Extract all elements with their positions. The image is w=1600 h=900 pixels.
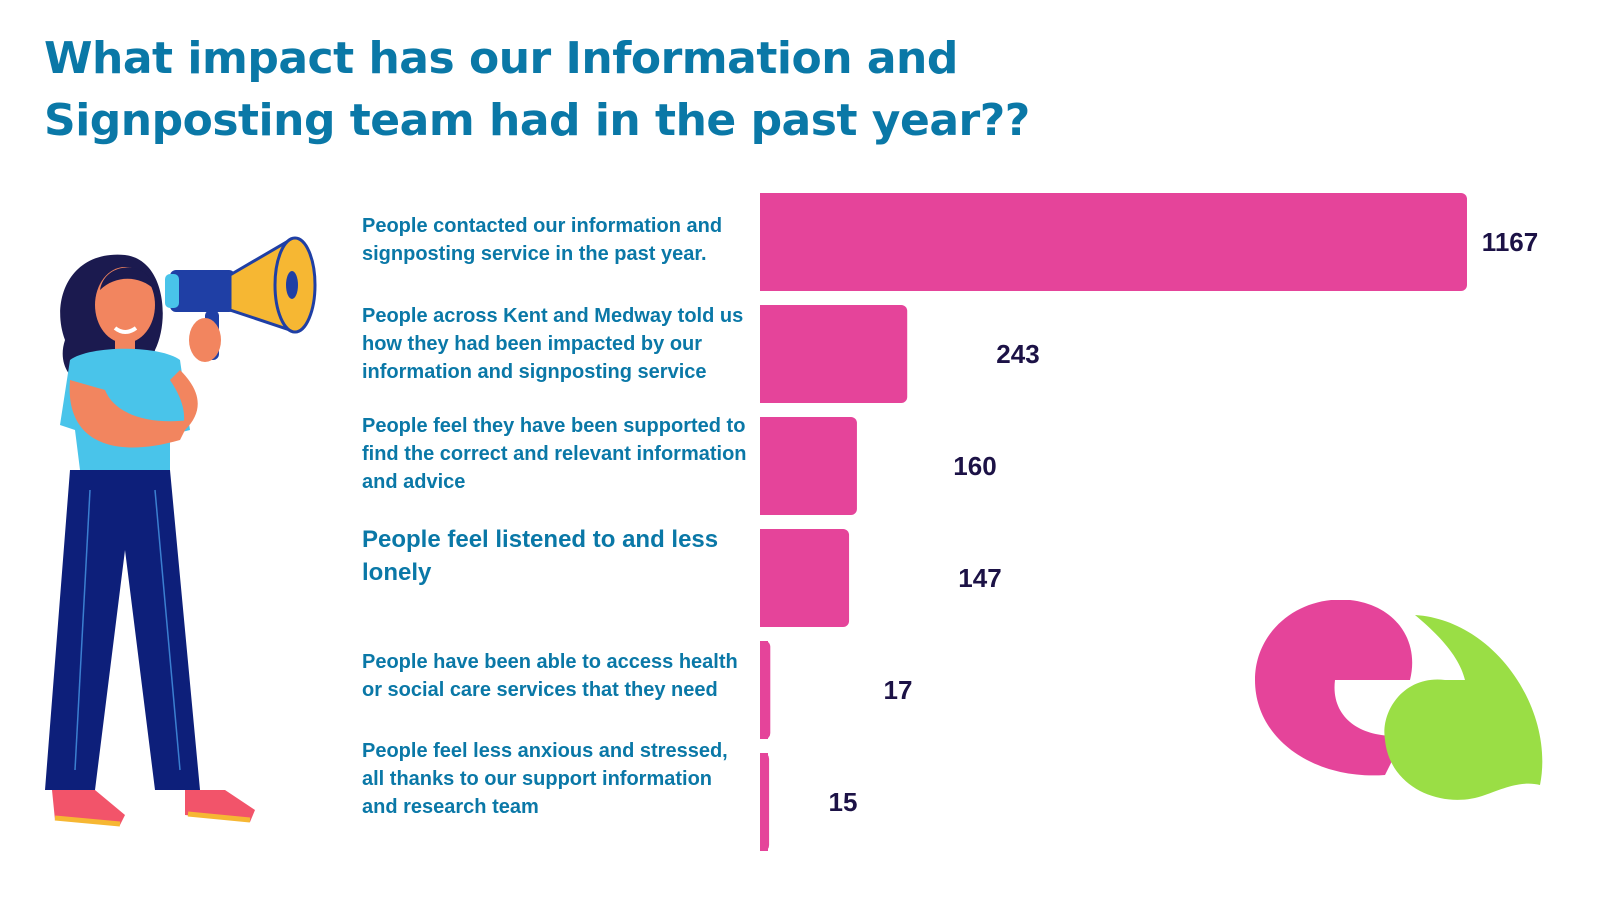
bar-4 [760, 529, 850, 627]
value-label-6: 15 [829, 787, 858, 817]
category-label-4: People feel listened to and less lonely [362, 526, 719, 586]
category-label-2: People across Kent and Medway told us ho… [362, 305, 744, 383]
category-label-3: People feel they have been supported to … [362, 415, 747, 493]
bar-edge-1 [760, 193, 768, 291]
bar-edge-4 [760, 529, 768, 627]
bar-edge-3 [760, 417, 768, 515]
bar-edge-2 [760, 305, 768, 403]
category-label-1: People contacted our information and sig… [362, 215, 723, 265]
value-label-1: 1167 [1482, 227, 1538, 257]
bar-3 [760, 417, 857, 515]
value-label-group: 1167 243 160 147 17 15 [829, 227, 1539, 817]
page-title: What impact has our Information and Sign… [44, 33, 1030, 146]
bar-group [760, 193, 1467, 851]
bar-2 [760, 305, 908, 403]
category-label-5: People have been able to access health o… [362, 651, 738, 701]
ea-logo-icon [1255, 600, 1543, 800]
bar-edge-5 [760, 641, 768, 739]
bar-1 [760, 193, 1467, 291]
value-label-3: 160 [953, 451, 996, 481]
bar-edge-6 [760, 753, 768, 851]
value-label-4: 147 [958, 563, 1001, 593]
category-label-6: People feel less anxious and stressed, a… [362, 740, 728, 818]
value-label-2: 243 [996, 339, 1039, 369]
value-label-5: 17 [884, 675, 913, 705]
woman-with-megaphone-icon [45, 236, 317, 827]
